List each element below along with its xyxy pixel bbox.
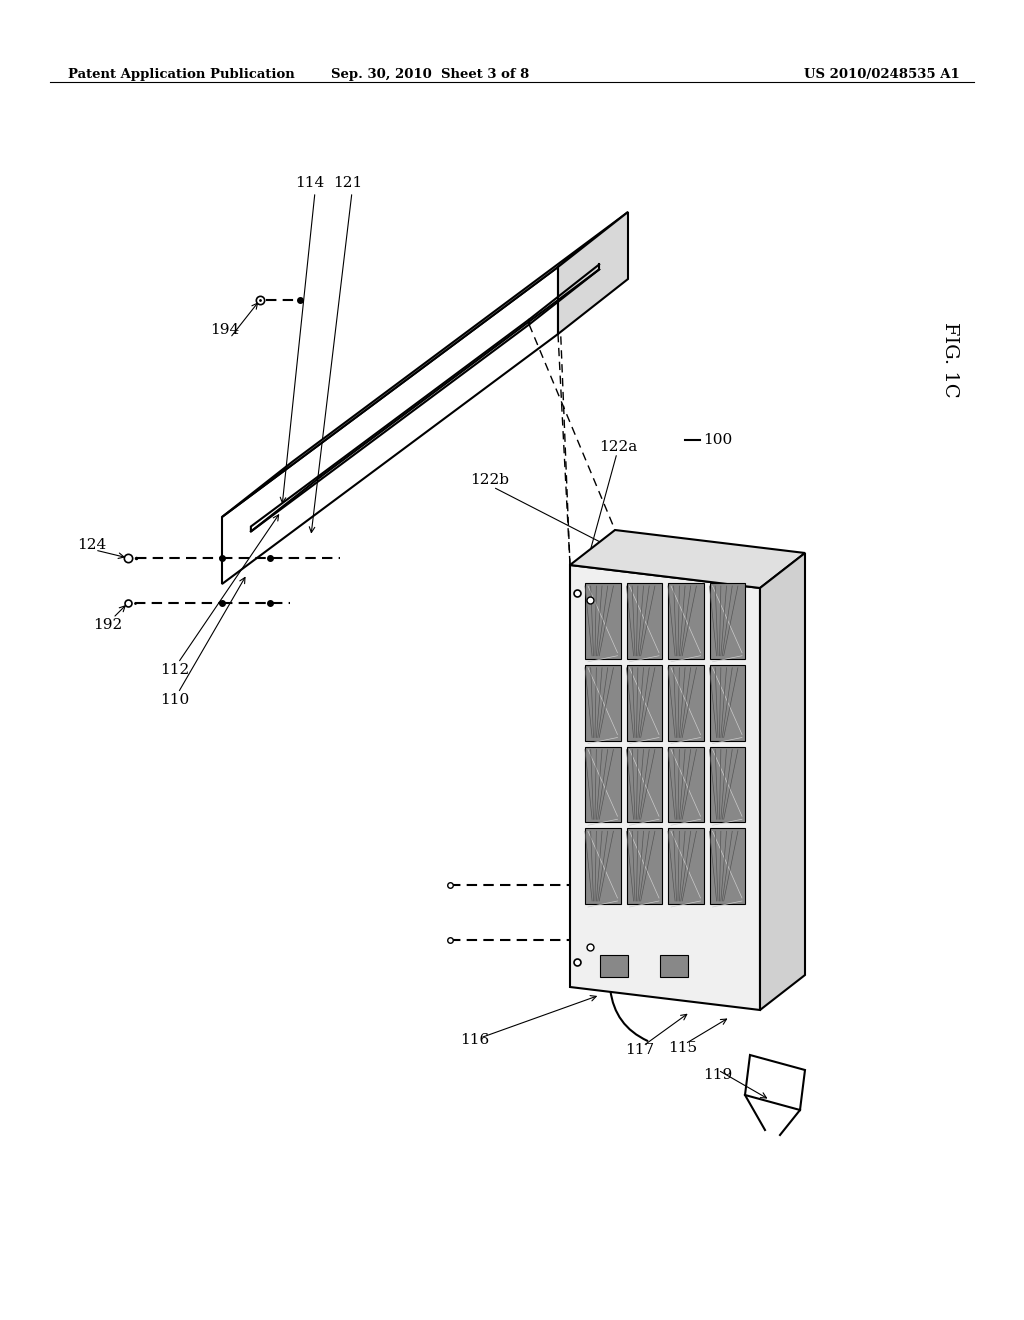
Bar [585,828,621,904]
Text: 117: 117 [626,1043,654,1057]
Bar [668,828,703,904]
Bar [668,747,703,822]
Text: US 2010/0248535 A1: US 2010/0248535 A1 [804,69,961,81]
Text: 120: 120 [770,704,800,717]
Bar [710,665,745,741]
Bar [710,583,745,659]
Bar [600,954,628,977]
Polygon shape [570,531,805,587]
Text: 130: 130 [770,733,800,747]
Text: 124: 124 [78,539,106,552]
Bar [627,747,662,822]
Polygon shape [558,213,628,334]
Text: 122a: 122a [599,440,637,454]
Bar [668,665,703,741]
Bar [585,747,621,822]
Polygon shape [251,319,529,532]
Text: 119: 119 [703,1068,732,1082]
Bar [710,747,745,822]
Polygon shape [222,267,558,583]
Bar [585,583,621,659]
Text: 121: 121 [334,176,362,190]
Bar [627,665,662,741]
Polygon shape [570,565,760,1010]
Text: 132: 132 [770,673,800,686]
Text: 115: 115 [669,1041,697,1055]
Text: 118: 118 [775,593,805,607]
Polygon shape [222,213,628,517]
Text: 194: 194 [210,323,240,337]
Bar [660,954,688,977]
Text: 100: 100 [703,433,732,447]
Text: Sep. 30, 2010  Sheet 3 of 8: Sep. 30, 2010 Sheet 3 of 8 [331,69,529,81]
Bar [585,665,621,741]
Text: 110: 110 [161,693,189,708]
Bar [627,828,662,904]
Text: 116: 116 [461,1034,489,1047]
Text: 122b: 122b [470,473,510,487]
Text: Patent Application Publication: Patent Application Publication [68,69,295,81]
Bar [710,828,745,904]
Bar [668,583,703,659]
Text: FIG. 1C: FIG. 1C [941,322,959,397]
Polygon shape [760,553,805,1010]
Text: 112: 112 [161,663,189,677]
Text: 114: 114 [295,176,325,190]
Text: 192: 192 [93,618,123,632]
Bar [627,583,662,659]
